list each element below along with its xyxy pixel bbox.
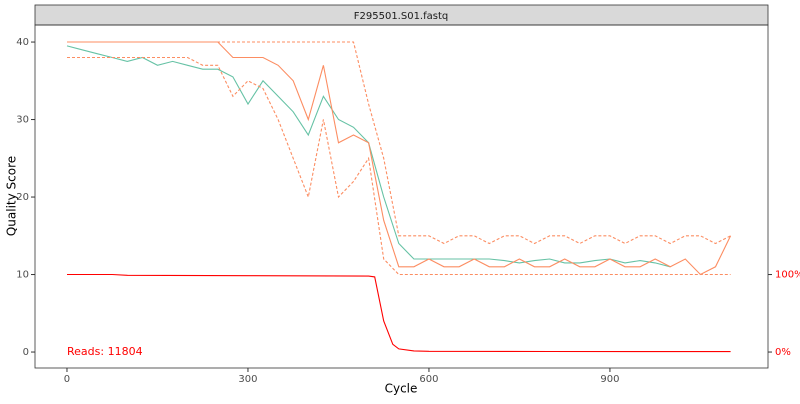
series-line [66, 45, 671, 268]
panel-border [34, 24, 769, 369]
x-tick-label: 900 [600, 374, 619, 385]
x-tick-label: 600 [419, 374, 438, 385]
reads-annotation: Reads: 11804 [67, 345, 143, 358]
x-axis-label: Cycle [385, 382, 418, 396]
y-tick-label: 40 [16, 37, 29, 48]
chart-title: F295501.S01.fastq [354, 11, 448, 22]
y-tick-label: 30 [16, 115, 29, 126]
y2-tick-label: 0% [775, 347, 791, 358]
x-tick-label: 300 [238, 374, 257, 385]
series-line [67, 41, 732, 276]
y2-tick-label: 100% [775, 270, 800, 281]
x-tick-label: 0 [64, 374, 70, 385]
y-tick-label: 0 [23, 347, 29, 358]
series-line [67, 56, 731, 276]
y-axis-label: Quality Score [5, 156, 19, 236]
series-line [67, 273, 731, 353]
y-tick-label: 10 [16, 270, 29, 281]
y-tick-label: 20 [16, 192, 29, 203]
series-line [67, 41, 731, 245]
